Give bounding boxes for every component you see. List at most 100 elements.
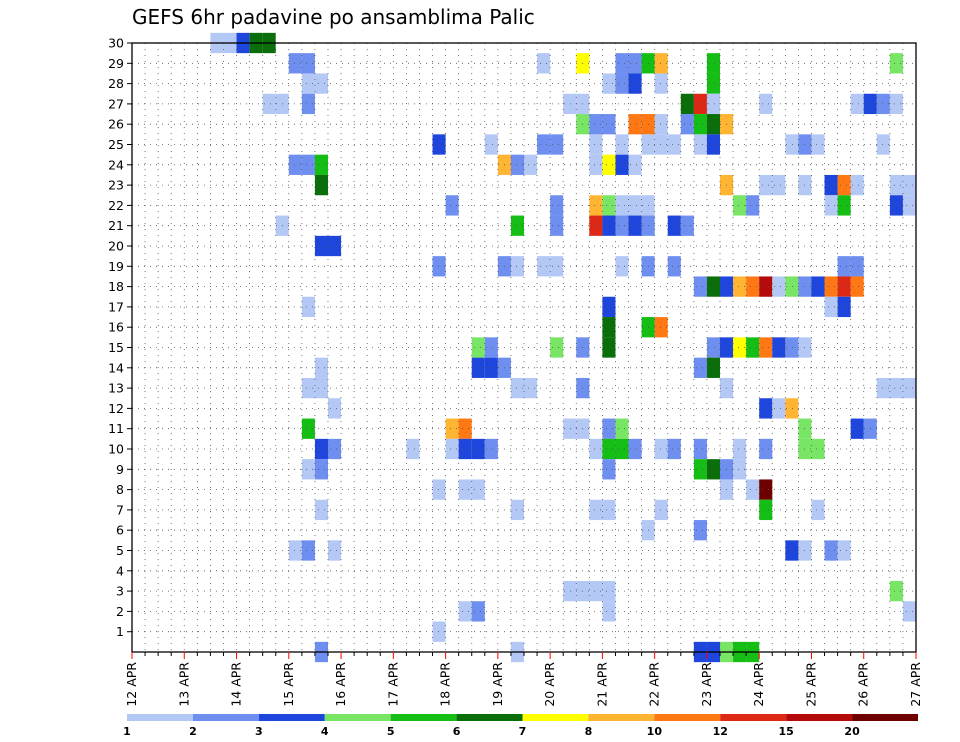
precip-cell <box>602 73 616 94</box>
precip-cell <box>301 418 315 439</box>
y-tick-label: 29 <box>108 56 124 71</box>
precip-cell <box>889 377 903 399</box>
precip-cell <box>759 438 773 460</box>
precip-cell <box>824 174 838 196</box>
colorbar-label: 2 <box>189 725 197 738</box>
precip-cell <box>759 174 773 196</box>
precip-cell <box>314 154 328 175</box>
precip-cell <box>654 438 668 460</box>
precip-cell <box>550 215 564 236</box>
precip-cell <box>615 418 629 439</box>
precip-cell <box>484 438 498 460</box>
precip-cell <box>602 580 616 602</box>
precip-cell <box>811 438 825 460</box>
precip-cell <box>772 276 786 297</box>
y-tick-label: 12 <box>108 401 124 416</box>
y-tick-label: 17 <box>108 299 124 314</box>
precip-cell <box>445 418 459 439</box>
colorbar-swatch <box>720 714 787 721</box>
precip-cell <box>850 276 864 297</box>
x-tick-label: 14 APR <box>229 662 244 707</box>
y-tick-label: 3 <box>116 584 124 599</box>
precip-cell <box>432 621 446 642</box>
colorbar-swatch <box>192 714 259 721</box>
precip-cell <box>693 93 707 115</box>
precip-cell <box>706 459 720 480</box>
precip-cell <box>706 357 720 378</box>
precip-cell <box>785 276 799 297</box>
precip-cell <box>785 398 799 419</box>
precip-cell <box>824 540 838 561</box>
precip-cell <box>288 540 302 561</box>
precip-cell <box>550 134 564 155</box>
precip-cell <box>471 357 485 378</box>
precip-cell <box>693 438 707 460</box>
precip-cell <box>314 174 328 196</box>
precip-cell <box>458 418 472 439</box>
x-tick-label: 15 APR <box>281 662 296 707</box>
precip-cell <box>746 276 760 297</box>
precip-cell <box>432 256 446 277</box>
precip-cell <box>706 93 720 115</box>
precip-cell <box>733 276 747 297</box>
y-tick-label: 1 <box>116 624 124 639</box>
precip-cell <box>693 276 707 297</box>
x-tick-label: 17 APR <box>385 662 400 707</box>
precip-cell <box>785 540 799 561</box>
colorbar-swatch <box>852 714 918 721</box>
y-tick-label: 25 <box>108 137 124 152</box>
precip-cell <box>889 174 903 196</box>
precip-cell <box>693 520 707 541</box>
precip-cell <box>458 479 472 500</box>
precip-cell <box>706 53 720 74</box>
precip-cell <box>902 174 916 196</box>
y-tick-label: 16 <box>108 320 124 335</box>
precip-cell <box>889 53 903 74</box>
precip-cell <box>706 114 720 135</box>
y-tick-label: 22 <box>108 198 124 213</box>
precip-cell <box>406 438 420 460</box>
precip-cell <box>445 438 459 460</box>
precip-cell <box>667 438 681 460</box>
precip-cell <box>811 134 825 155</box>
precip-cell <box>510 377 524 399</box>
precip-cell <box>811 276 825 297</box>
precip-cell <box>589 499 603 521</box>
precip-cell <box>314 459 328 480</box>
precip-cell <box>693 357 707 378</box>
precip-cell <box>550 195 564 216</box>
colorbar-swatch <box>522 714 589 721</box>
colorbar-swatch <box>127 714 193 721</box>
precip-cell <box>589 580 603 602</box>
precip-cell <box>759 337 773 358</box>
precip-cell <box>628 73 642 94</box>
precip-cell <box>654 134 668 155</box>
y-tick-label: 26 <box>108 117 124 132</box>
colorbar-swatch <box>390 714 457 721</box>
precip-cell <box>602 215 616 236</box>
x-tick-label: 27 APR <box>908 662 923 707</box>
precip-cell <box>301 459 315 480</box>
y-tick-label: 19 <box>108 259 124 274</box>
precip-cell <box>524 154 538 175</box>
y-tick-label: 8 <box>116 482 124 497</box>
x-tick-label: 21 APR <box>594 662 609 707</box>
precip-cell <box>654 73 668 94</box>
precip-cell <box>654 499 668 521</box>
colorbar-swatch <box>654 714 721 721</box>
precip-cell <box>328 235 342 257</box>
y-tick-label: 7 <box>116 502 124 517</box>
precip-cell <box>628 154 642 175</box>
precip-cell <box>602 337 616 358</box>
precip-cell <box>301 93 315 115</box>
precip-cell <box>876 134 890 155</box>
precip-cell <box>602 418 616 439</box>
precip-cell <box>837 256 851 277</box>
precip-cell <box>628 438 642 460</box>
colorbar: 1 2 3 4 5 6 7 8 10 12 15 20 <box>123 714 918 738</box>
precip-cell <box>432 134 446 155</box>
x-tick-label: 26 APR <box>856 662 871 707</box>
colorbar-label: 8 <box>585 725 593 738</box>
precip-cell <box>889 195 903 216</box>
precip-cell <box>733 438 747 460</box>
